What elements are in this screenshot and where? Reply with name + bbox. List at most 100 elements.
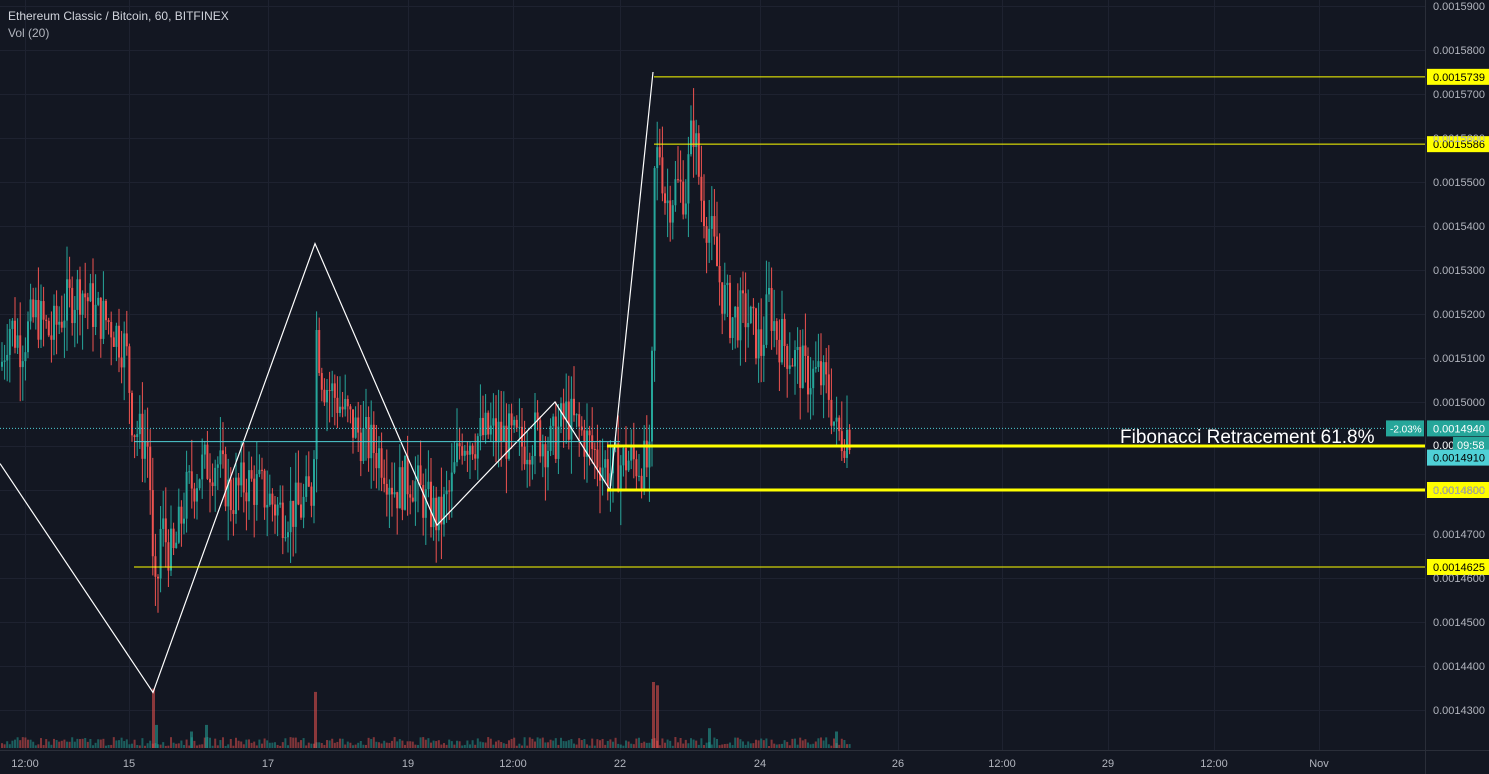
candle-body (162, 518, 165, 529)
candle-body (206, 444, 209, 479)
candle-body (201, 454, 204, 480)
volume-bar (229, 738, 232, 748)
volume-bar (396, 741, 399, 748)
volume-bar (502, 743, 505, 748)
candle-body (799, 346, 802, 388)
candle-body (310, 486, 313, 506)
volume-bar (359, 740, 362, 748)
volume-bar (372, 737, 375, 748)
volume-bar (778, 744, 781, 748)
volume-bar (310, 743, 313, 748)
volume-bar (53, 738, 55, 748)
volume-bar (188, 745, 191, 748)
volume-bar (414, 744, 417, 748)
volume-bar (794, 738, 796, 748)
price-badges: -2.03% 0.0014940 0.00 09:580.0014910 (1386, 420, 1489, 466)
candle-body (726, 282, 729, 286)
candle-body (32, 299, 35, 318)
countdown-prefix: 0.00 (1433, 440, 1454, 452)
candle-body (237, 477, 240, 486)
volume-bar (47, 741, 50, 748)
time-axis[interactable]: 12:00 15 17 19 12:00 22 24 26 12:00 29 12:00 Nov (11, 758, 1329, 770)
volume-bar (102, 738, 105, 748)
candle-body (788, 365, 791, 369)
volume-bar (755, 739, 757, 748)
candle-body (136, 434, 139, 437)
candle-body (128, 346, 131, 393)
volume-bar (333, 742, 336, 748)
candle-body (760, 329, 763, 356)
volume-bar (292, 737, 295, 748)
volume-bar (120, 737, 123, 748)
volume-bar (534, 741, 536, 748)
volume-bar (573, 743, 575, 748)
candle-body (846, 429, 848, 458)
volume-bar (155, 724, 158, 748)
volume-bar (164, 745, 167, 748)
volume-bar (29, 739, 32, 748)
candle-body (11, 320, 14, 329)
volume-bar (300, 740, 302, 748)
cyan-price-badge-bg (1427, 449, 1489, 466)
fib-level-label: 0.0014625 (1433, 562, 1485, 574)
volume-bar (830, 745, 833, 748)
fibonacci-annotation[interactable]: Fibonacci Retracement 61.8% (1120, 427, 1375, 448)
candle-body (820, 361, 822, 386)
volume-bar (640, 742, 643, 748)
volume-bar (617, 743, 620, 748)
candle-body (53, 305, 55, 340)
volume-bar (476, 738, 479, 748)
candle-body (141, 413, 144, 459)
countdown-timer: 09:58 (1457, 440, 1485, 452)
price-axis-tick-label: 0.0015500 (1433, 177, 1485, 189)
candle-body (713, 216, 716, 237)
candle-body (463, 450, 466, 456)
price-axis[interactable]: 0.00159000.00158000.00157000.00156000.00… (1433, 1, 1485, 717)
volume-bar (562, 741, 565, 748)
volume-bar (536, 737, 539, 748)
volume-bar (809, 744, 812, 748)
volume-bar (791, 738, 794, 748)
volume-bar (123, 741, 126, 748)
volume-bar (110, 744, 113, 748)
volume-bar (411, 741, 414, 748)
volume-bar (528, 737, 531, 748)
volume-bar (6, 741, 9, 748)
volume-bar (149, 740, 152, 748)
volume-indicator-label[interactable]: Vol (20) (8, 26, 50, 40)
time-axis-tick-label: 22 (614, 758, 626, 770)
price-axis-tick-label: 0.0014600 (1433, 573, 1485, 585)
candle-body (466, 450, 469, 455)
candle-body (843, 451, 846, 458)
candle-body (110, 322, 113, 338)
candle-body (240, 462, 243, 486)
candle-body (401, 467, 404, 510)
volume-bar (788, 745, 791, 748)
volume-bar (284, 738, 287, 748)
volume-bar (60, 740, 63, 748)
candle-body (164, 518, 167, 543)
candle-body (513, 419, 516, 426)
candle-body (495, 418, 497, 442)
volume-bar (521, 745, 523, 748)
candle-body (544, 444, 547, 468)
candle-body (333, 383, 336, 398)
volume-bar (622, 745, 625, 748)
candle-body (718, 265, 721, 283)
candle-body (710, 216, 713, 229)
volume-bar (201, 744, 204, 748)
volume-bar (58, 741, 61, 748)
candle-body (253, 478, 256, 505)
volume-bar (380, 743, 383, 748)
volume-bar (232, 745, 235, 748)
candle-body (60, 321, 63, 328)
volume-bar (463, 744, 466, 748)
fib-level-label: 0.0014800 (1433, 485, 1485, 497)
volume-bar (152, 688, 155, 748)
volume-bar (840, 738, 843, 748)
volume-bar (812, 743, 815, 748)
volume-bar (729, 742, 731, 748)
candle-body (822, 362, 825, 386)
candle-body (604, 459, 607, 468)
